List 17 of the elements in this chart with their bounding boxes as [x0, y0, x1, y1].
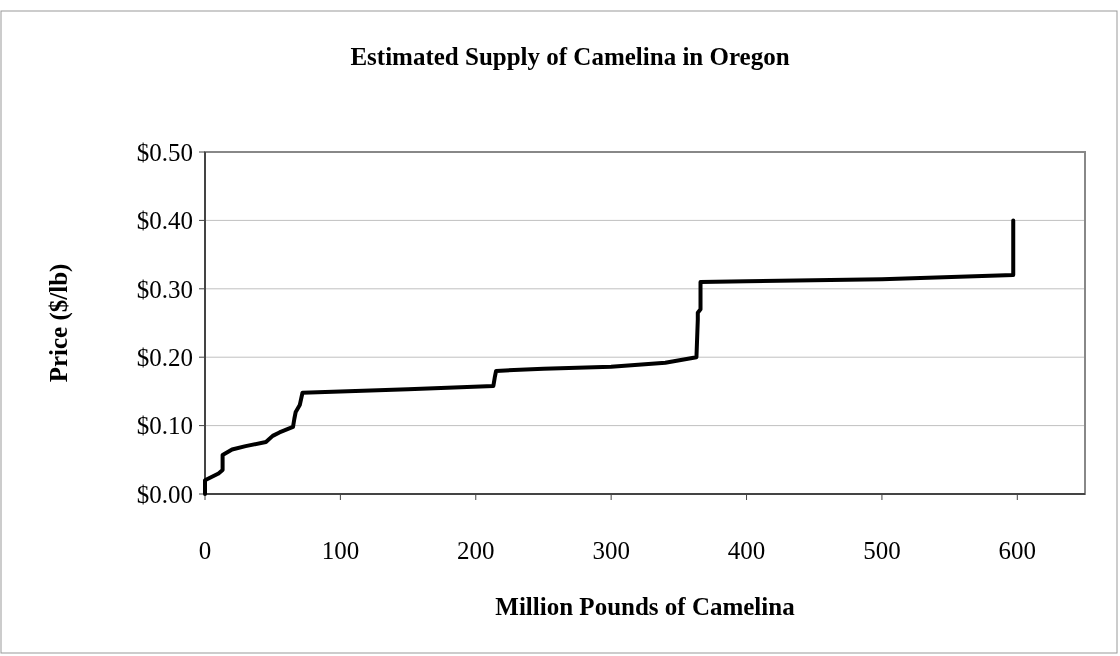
- x-tick-label: 200: [457, 537, 495, 564]
- y-tick-label: $0.20: [136, 343, 193, 371]
- x-axis-title: Million Pounds of Camelina: [495, 593, 796, 620]
- chart-title: Estimated Supply of Camelina in Oregon: [350, 43, 790, 70]
- x-tick-label: 500: [863, 537, 901, 564]
- x-tick-label: 300: [592, 537, 630, 564]
- y-tick-label: $0.10: [136, 412, 193, 440]
- y-tick-label: $0.50: [136, 138, 193, 166]
- y-tick-label: $0.30: [136, 275, 193, 303]
- line-series: [203, 218, 1016, 496]
- y-tick-label: $0.00: [136, 480, 193, 508]
- y-tick-label: $0.40: [136, 207, 193, 235]
- y-axis-title: Price ($/lb): [45, 263, 73, 383]
- x-tick-label: 0: [198, 537, 212, 564]
- x-tick-label: 100: [321, 537, 360, 564]
- x-tick-label: 600: [998, 537, 1037, 564]
- x-tick-label: 400: [727, 537, 766, 564]
